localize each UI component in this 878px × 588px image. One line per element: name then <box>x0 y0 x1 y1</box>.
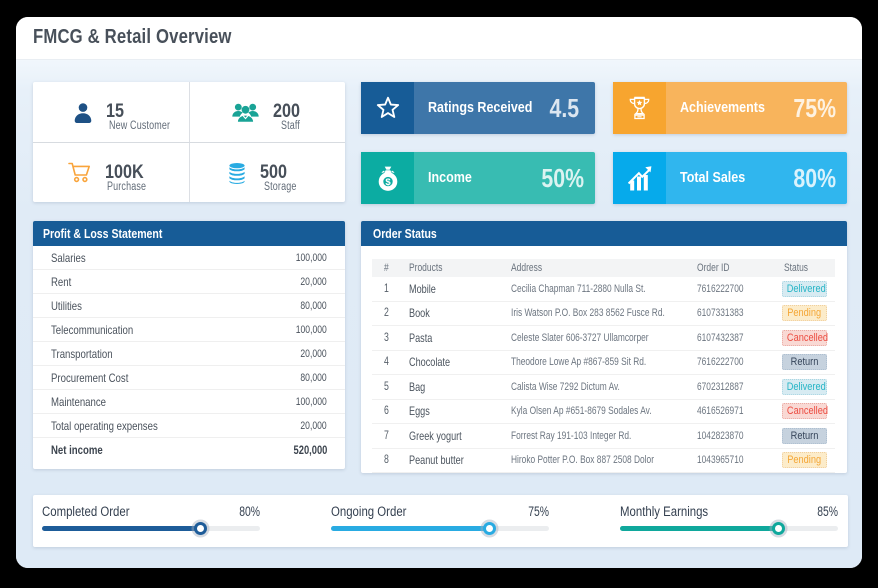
svg-text:$: $ <box>385 177 391 188</box>
